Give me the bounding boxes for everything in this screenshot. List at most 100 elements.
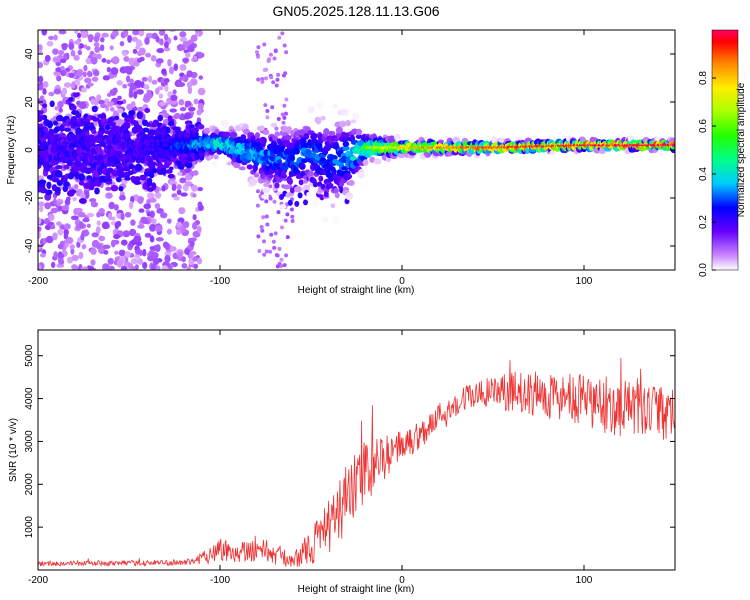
spectrogram-point [137,30,145,37]
spectrogram-point [90,56,98,65]
spectrogram-point [663,150,671,156]
spectrogram-point [151,182,157,191]
spectrogram-point [71,264,78,270]
spectrogram-point [197,87,206,96]
spectrogram-point [120,212,125,221]
spectrogram-point [323,128,330,136]
spectrogram-point [52,120,59,126]
spectrogram-point [177,164,185,170]
spectrogram-point [130,101,136,108]
spectrogram-point [73,40,80,45]
spectrogram-point [262,239,266,244]
spectrogram-point [119,40,125,47]
spectrogram-point [253,173,260,178]
spectrogram-point [192,214,197,221]
spectrogram-point [270,155,276,162]
spectrogram-point [125,75,131,83]
spectrogram-point [107,101,115,107]
spectrogram-point [109,45,114,51]
spectrogram-point [333,216,339,225]
spectrogram-point [38,114,44,123]
spectrogram-point [147,75,153,83]
spectrogram-point [178,207,186,215]
spectrogram-point [53,88,62,95]
spectrogram-point [280,31,285,36]
spectrogram-point [62,181,70,188]
spectrogram-point [274,83,279,88]
spectrogram-point [142,219,150,225]
spectrogram-point [262,68,267,72]
spectrogram-point [85,57,93,65]
spectrogram-point [213,154,219,160]
spectrogram-point [133,91,138,99]
spectrogram-point [86,212,95,218]
spectrogram-point [437,139,444,144]
spectrogram-point [255,50,259,55]
spectrogram-point [84,131,90,137]
spectrogram-point [116,259,123,268]
spectrogram-point [294,185,302,193]
spectrogram-point [94,187,100,195]
spectrogram-point [75,112,82,119]
spectrogram-point [189,251,197,256]
x-tick-label: -200 [28,575,48,586]
spectrogram-point [91,105,98,113]
spectrogram-point [136,50,143,56]
spectrogram-point [146,212,152,217]
spectrogram-point [70,49,76,57]
spectrogram-point [265,222,270,227]
spectrogram-point [179,64,187,71]
spectrogram-point [284,111,288,116]
spectrogram-point [339,120,347,128]
spectrogram-point [121,50,128,57]
spectrogram-point [108,121,116,127]
spectrogram-point [310,132,318,139]
spectrogram-point [113,110,118,116]
spectrogram-point [145,122,151,127]
spectrogram-point [149,210,155,219]
spectrogram-point [166,218,172,224]
spectrogram-point [137,224,145,229]
spectrogram-point [57,100,64,109]
spectrogram-point [263,103,268,108]
x-tick-label: 100 [576,276,593,287]
y-tick-label: 1000 [24,516,35,539]
colorbar-tick-label: 0.4 [698,167,709,181]
spectrogram-point [59,124,65,132]
spectrogram-point [166,228,172,235]
spectrogram-point [229,131,238,139]
spectrogram-point [335,126,343,135]
spectrogram-point [157,114,164,122]
spectrogram-point [293,169,301,175]
spectrogram-point [342,145,350,151]
spectrogram-point [260,228,265,233]
spectrogram-point [122,230,131,238]
spectrogram-point [49,100,55,108]
spectrogram-point [259,125,265,132]
spectrogram-point [48,91,55,97]
spectrogram-point [55,115,64,122]
spectrogram-point [161,185,166,192]
spectrogram-point [346,173,353,180]
spectrogram-point [106,92,112,98]
spectrogram-point [151,251,159,259]
spectrogram-point [65,67,71,72]
spectrogram-point [179,106,187,112]
spectrogram-point [265,115,270,120]
spectrogram-point [78,180,85,186]
spectrogram-point [193,55,198,61]
spectrogram-point [110,184,119,192]
spectrogram-point [128,110,136,116]
spectrogram-point [129,201,134,210]
spectrogram-point [46,181,52,190]
spectrogram-point [194,30,202,33]
spectrogram-point [263,129,270,136]
spectrogram-point [121,179,128,185]
spectrogram-point [262,187,270,194]
spectrogram-point [124,122,131,129]
spectrogram-point [306,191,312,197]
spectrogram-point [98,207,105,214]
spectrogram-point [142,248,147,257]
spectrogram-point [46,40,54,47]
